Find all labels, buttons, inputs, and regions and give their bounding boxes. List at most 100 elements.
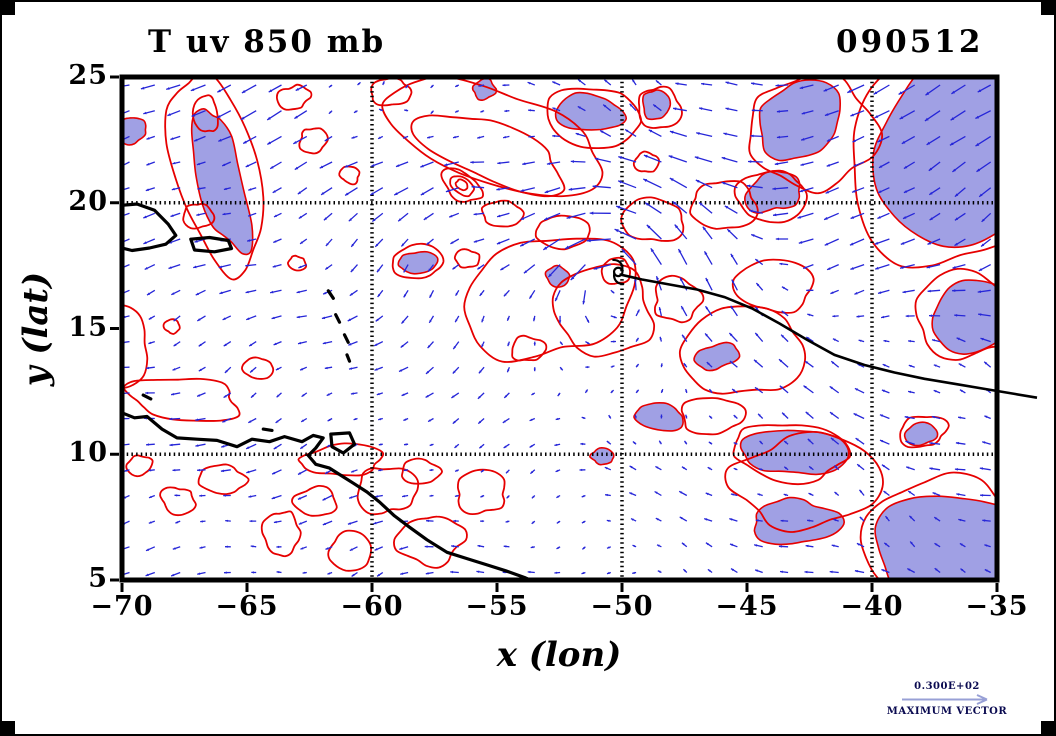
coastline	[342, 333, 350, 344]
temp-contour	[731, 258, 815, 314]
corner-mark	[2, 721, 15, 734]
x-tick-label: −35	[965, 591, 1029, 622]
temp-contour	[370, 77, 413, 107]
max-vector-legend: 0.300E+02 MAXIMUM VECTOR	[880, 681, 1014, 717]
temp-contour	[327, 529, 372, 572]
shaded-temp-region	[753, 496, 845, 546]
temp-contour	[291, 484, 338, 517]
temp-contour	[400, 457, 443, 485]
x-tick-label: −55	[465, 591, 529, 622]
temp-contour	[551, 263, 656, 358]
shaded-temp-region	[397, 250, 439, 275]
temp-contour	[260, 510, 302, 558]
shaded-temp-region	[693, 341, 741, 372]
max-vector-arrow-icon	[902, 694, 988, 705]
wind-vector-heads	[122, 79, 989, 577]
y-tick-label: 5	[88, 563, 108, 594]
temp-contour	[122, 377, 241, 422]
x-tick-label: −50	[590, 591, 654, 622]
temp-contour	[680, 397, 747, 436]
temp-contour	[456, 468, 506, 515]
temp-contour	[298, 127, 329, 155]
shaded-temp-region	[122, 117, 147, 146]
temp-contour	[125, 454, 154, 478]
temp-contour	[453, 248, 481, 269]
temp-contour	[689, 180, 759, 230]
tropical-cyclone-icon	[612, 258, 625, 286]
temp-contour	[122, 304, 149, 389]
temp-contour	[393, 515, 468, 569]
plot-frame	[119, 74, 1000, 583]
temp-contour	[182, 202, 216, 230]
y-tick-label: 25	[68, 60, 108, 91]
shaded-temp-region	[744, 170, 801, 214]
temp-contour	[733, 169, 808, 224]
shaded-temp-region	[874, 495, 997, 580]
storm-track-line	[619, 273, 1038, 399]
corner-mark	[1041, 721, 1054, 734]
temp-contour	[197, 463, 250, 496]
coastline	[141, 393, 153, 401]
temp-contour	[859, 471, 997, 580]
shaded-temp-region	[758, 79, 842, 162]
shaded-temp-region	[544, 264, 571, 288]
coastline	[334, 313, 342, 324]
map-layers	[122, 77, 997, 580]
temp-contour	[241, 356, 275, 380]
temp-contour	[653, 274, 705, 324]
shaded-temp-region	[589, 447, 615, 466]
shaded-temp-region	[903, 421, 939, 447]
temp-contour	[600, 256, 632, 285]
shaded-temp-region	[641, 89, 672, 121]
temp-contour	[914, 267, 997, 361]
temp-contour	[286, 254, 308, 272]
coastline	[122, 411, 535, 580]
temp-contour	[191, 94, 219, 133]
run-date-label: 090512	[836, 24, 984, 60]
temp-contour	[463, 237, 637, 363]
max-vector-caption: MAXIMUM VECTOR	[886, 706, 1008, 717]
coastline	[326, 289, 335, 300]
temp-contour	[511, 334, 548, 362]
y-tick-label: 15	[68, 311, 108, 343]
x-tick-label: −60	[340, 591, 404, 622]
temp-contour	[546, 87, 643, 150]
coastline	[345, 353, 352, 363]
y-tick-label: 10	[68, 437, 108, 469]
temp-contour	[678, 305, 807, 395]
shaded-temp-region	[190, 107, 254, 256]
temp-contour	[732, 424, 852, 486]
corner-mark	[1041, 2, 1054, 15]
temp-contour	[449, 175, 476, 198]
shaded-temp-region	[633, 402, 684, 432]
temp-contour	[534, 214, 591, 251]
temp-contour	[454, 178, 469, 192]
temp-contour	[162, 318, 181, 335]
temp-contour	[620, 196, 685, 242]
x-tick-label: −70	[90, 591, 154, 622]
x-tick-label: −40	[840, 591, 904, 622]
wind-vectors	[122, 78, 992, 577]
y-tick-label: 20	[68, 185, 108, 217]
temp-contour	[410, 114, 566, 198]
corner-mark	[2, 2, 15, 15]
temp-contour	[632, 150, 660, 173]
shaded-temp-region	[931, 279, 997, 355]
shaded-temp-region	[554, 91, 628, 131]
plot-title: T uv 850 mb	[148, 24, 386, 60]
temp-contour	[637, 85, 683, 129]
coastline	[261, 427, 274, 432]
temp-contour	[391, 242, 445, 280]
temp-contour	[297, 442, 385, 477]
temp-contour	[159, 486, 197, 517]
x-tick-label: −65	[215, 591, 279, 622]
x-tick-label: −45	[715, 591, 779, 622]
coastline	[189, 235, 234, 254]
temp-contour	[356, 467, 420, 516]
max-vector-value: 0.300E+02	[914, 681, 980, 692]
temp-contour	[852, 77, 997, 269]
temp-contour	[275, 83, 313, 111]
coastline	[329, 431, 357, 455]
